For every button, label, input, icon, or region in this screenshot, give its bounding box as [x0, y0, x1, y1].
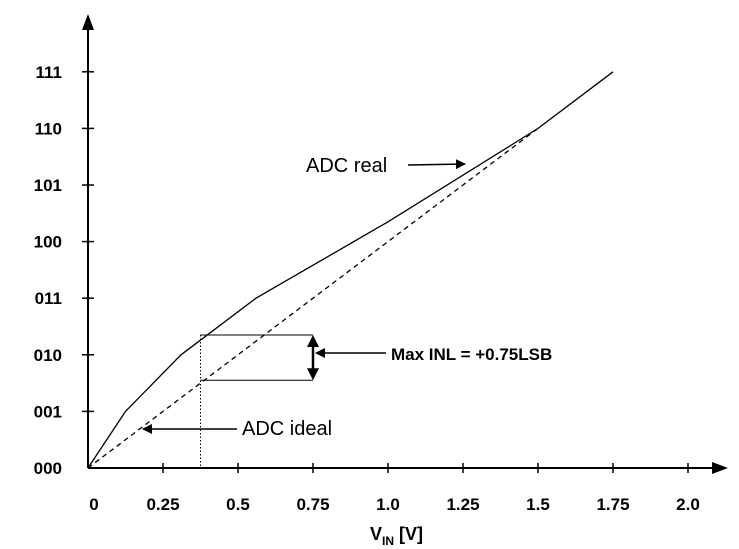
- real-pointer-arrow: [407, 159, 466, 170]
- annotation-layer: [142, 159, 466, 468]
- adc-ideal-label: ADC ideal: [242, 418, 332, 440]
- x-axis-title-main: V: [370, 524, 382, 544]
- inl-arrow-down-icon: [307, 368, 319, 381]
- x-axis-title-unit: [V]: [394, 524, 423, 544]
- x-ticks: 0 0.25 0.5 0.75 1.0 1.25 1.5 1.75 2.0: [89, 463, 700, 514]
- x-tick-label: 1.0: [376, 495, 400, 514]
- y-tick-label: 010: [34, 346, 62, 365]
- x-axis-title: VIN [V]: [370, 524, 423, 548]
- x-tick-label: 0.25: [146, 495, 179, 514]
- y-tick-label: 011: [35, 289, 62, 308]
- y-ticks: 000 001 010 011 100 101 110 111: [34, 63, 94, 478]
- x-tick-label: 0: [89, 495, 98, 514]
- max-inl-label: Max INL = +0.75LSB: [391, 345, 552, 364]
- y-tick-label: 101: [34, 176, 62, 195]
- y-tick-label: 110: [35, 119, 62, 138]
- adc-real-label: ADC real: [306, 155, 387, 177]
- series-line: [87, 71, 614, 469]
- series-line: [87, 127, 539, 469]
- series-layer: [87, 71, 614, 469]
- y-tick-label: 000: [34, 459, 62, 478]
- x-tick-label: 1.5: [526, 495, 550, 514]
- x-axis-title-subscript: IN: [382, 534, 394, 548]
- y-tick-label: 001: [34, 402, 62, 421]
- x-tick-label: 0.5: [226, 495, 250, 514]
- x-axis-arrow-icon: [712, 462, 728, 474]
- inl-arrow-up-icon: [307, 334, 319, 347]
- y-tick-label: 111: [36, 63, 63, 82]
- x-tick-label: 0.75: [296, 495, 329, 514]
- x-tick-label: 2.0: [676, 495, 700, 514]
- x-tick-label: 1.75: [596, 495, 629, 514]
- x-tick-label: 1.25: [446, 495, 479, 514]
- y-tick-label: 100: [34, 233, 62, 252]
- y-axis-arrow-icon: [82, 14, 94, 30]
